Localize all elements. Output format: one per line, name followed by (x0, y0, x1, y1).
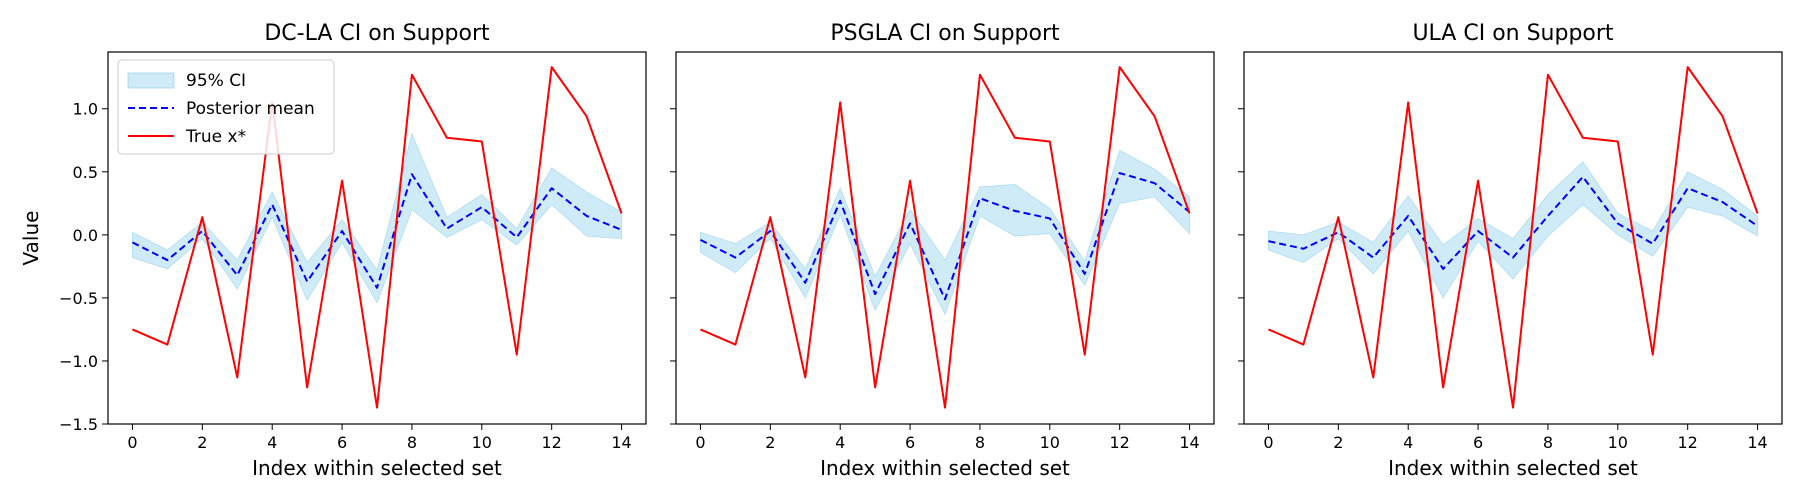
true-x-line (700, 66, 1191, 409)
axes-frame (107, 51, 647, 425)
x-axis-label: Index within selected set (820, 456, 1070, 480)
x-tick-label: 12 (541, 433, 561, 452)
posterior-mean-line (699, 172, 1191, 301)
x-tick-label: 8 (1543, 433, 1553, 452)
ci-band (700, 149, 1190, 316)
legend-label: Posterior mean (186, 99, 315, 119)
x-tick-label: 6 (905, 433, 915, 452)
y-axis-label: Value (19, 211, 43, 266)
ci-band (1268, 161, 1758, 299)
x-tick-label: 10 (472, 433, 492, 452)
posterior-mean-line (131, 173, 622, 289)
true-x-line (1268, 66, 1759, 409)
true-x-line (132, 66, 623, 409)
x-tick-label: 4 (835, 433, 845, 452)
chart-title: DC-LA CI on Support (264, 21, 490, 46)
x-tick-label: 6 (337, 433, 347, 452)
x-tick-label: 4 (267, 433, 277, 452)
x-tick-label: 8 (975, 433, 985, 452)
chart-panel-2: 0 2 4 6 8 10 12 14 PSGLA CI on Support Index with… (670, 21, 1215, 480)
x-tick-label: 0 (695, 433, 705, 452)
axes-frame (1243, 51, 1783, 425)
x-tick-label: 10 (1608, 433, 1628, 452)
x-tick-label: 12 (1109, 433, 1129, 452)
x-tick-label: 2 (1333, 433, 1343, 452)
y-tick-label: 1.0 (73, 100, 98, 119)
x-axis-label: Index within selected set (1388, 456, 1638, 480)
y-tick-label: −1.5 (59, 415, 98, 434)
x-tick-label: 2 (765, 433, 775, 452)
x-tick-label: 2 (197, 433, 207, 452)
chart-panel-1: 0 2 4 6 8 10 12 14 −1.5 −1.0 −0.5 0.0 0.5 1.0 DC-LA CI… (19, 21, 647, 480)
axes-frame (675, 51, 1215, 425)
x-tick-label: 10 (1040, 433, 1060, 452)
x-tick-label: 0 (127, 433, 137, 452)
posterior-mean-line (1268, 175, 1759, 270)
chart-panel-3: 0 2 4 6 8 10 12 14 ULA CI on Support Index within… (1238, 21, 1783, 480)
legend: 95% CI Posterior mean True x* (117, 59, 335, 155)
y-tick-label: 0.0 (73, 226, 98, 245)
x-tick-label: 8 (407, 433, 417, 452)
chart-title: ULA CI on Support (1412, 21, 1613, 46)
x-tick-label: 14 (1747, 433, 1767, 452)
x-tick-label: 14 (1179, 433, 1199, 452)
x-tick-label: 4 (1403, 433, 1413, 452)
x-axis-label: Index within selected set (252, 456, 502, 480)
x-tick-label: 0 (1263, 433, 1273, 452)
ci-band (132, 132, 622, 304)
y-tick-label: −0.5 (59, 289, 98, 308)
y-tick-label: −1.0 (59, 352, 98, 371)
legend-box (117, 59, 335, 155)
legend-label: True x* (185, 127, 246, 147)
legend-swatch-ci (127, 72, 175, 89)
legend-label: 95% CI (186, 71, 246, 91)
x-tick-label: 6 (1473, 433, 1483, 452)
chart-title: PSGLA CI on Support (830, 21, 1060, 46)
y-tick-label: 0.5 (73, 163, 98, 182)
x-tick-label: 12 (1677, 433, 1697, 452)
x-tick-label: 14 (611, 433, 631, 452)
